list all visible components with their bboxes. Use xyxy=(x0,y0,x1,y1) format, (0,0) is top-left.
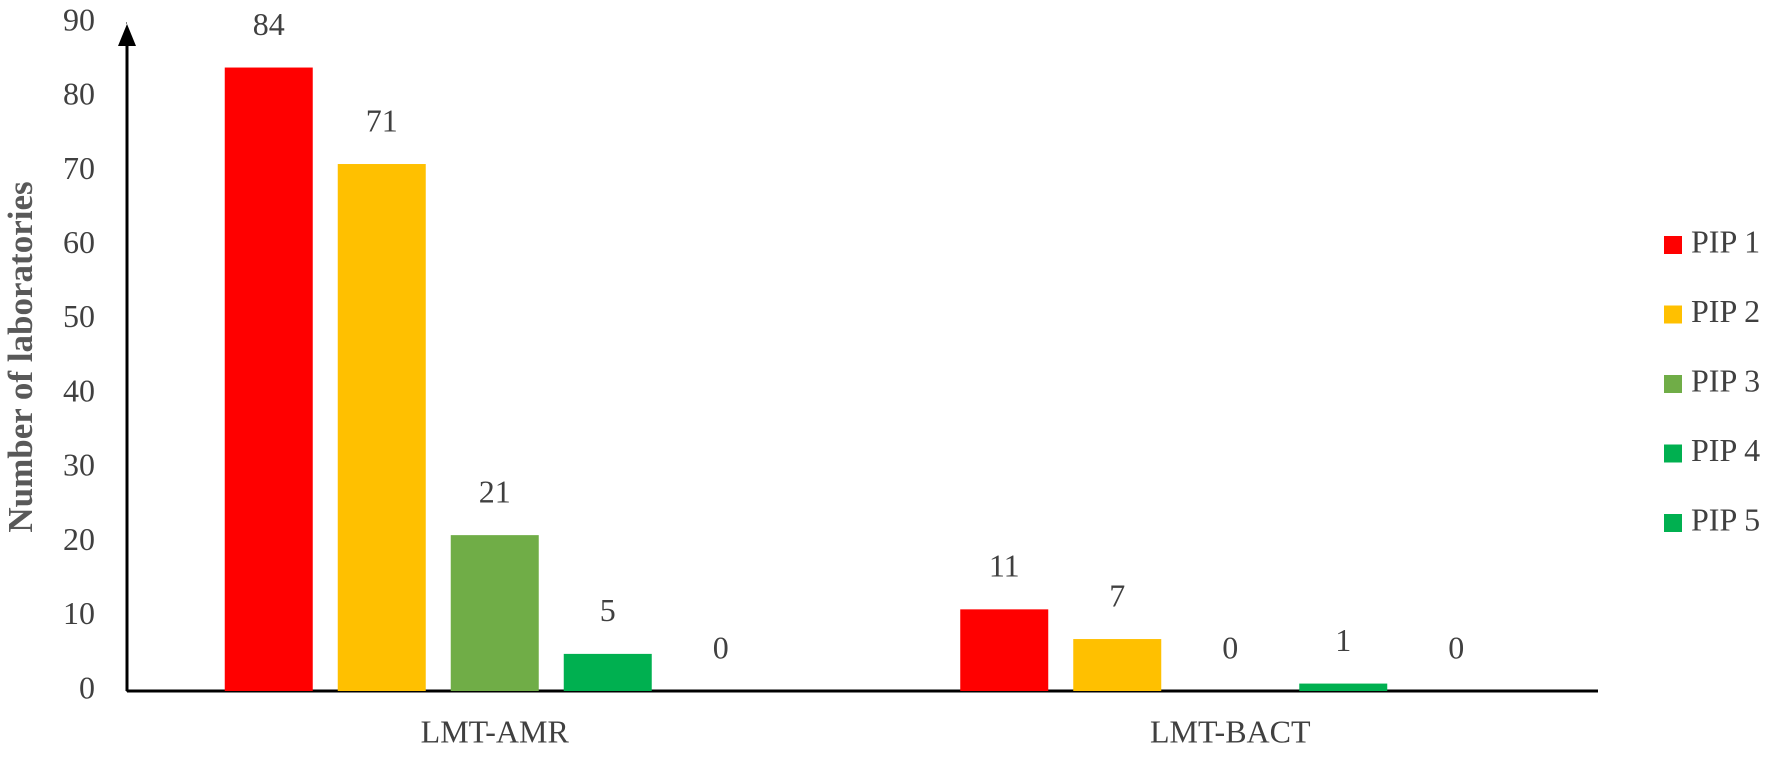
legend-label: PIP 1 xyxy=(1691,223,1760,259)
legend-label: PIP 3 xyxy=(1691,362,1760,398)
legend-swatch xyxy=(1664,444,1682,463)
bar xyxy=(1073,639,1162,691)
data-label: 1 xyxy=(1335,622,1351,658)
legend-label: PIP 2 xyxy=(1691,293,1760,329)
data-label: 71 xyxy=(366,102,398,138)
bar xyxy=(224,67,313,692)
y-tick-label: 30 xyxy=(63,447,95,483)
bar xyxy=(960,609,1049,691)
legend-label: PIP 4 xyxy=(1691,432,1760,468)
y-tick-label: 20 xyxy=(63,521,95,557)
legend-swatch xyxy=(1664,236,1682,254)
bar xyxy=(1299,683,1388,691)
data-label: 11 xyxy=(989,548,1020,584)
legend-label: PIP 5 xyxy=(1691,501,1760,537)
y-axis-arrow xyxy=(118,24,136,46)
y-tick-label: 80 xyxy=(63,76,95,112)
y-tick-label: 90 xyxy=(63,1,95,37)
data-label: 7 xyxy=(1109,577,1125,613)
x-tick-label: LMT-AMR xyxy=(421,713,570,749)
legend-swatch xyxy=(1664,514,1682,532)
data-label: 5 xyxy=(600,592,616,628)
data-label: 21 xyxy=(479,473,511,509)
y-tick-label: 50 xyxy=(63,298,95,334)
legend-swatch xyxy=(1664,375,1682,393)
data-label: 84 xyxy=(253,6,285,42)
data-label: 0 xyxy=(713,629,729,665)
bar xyxy=(337,164,426,691)
y-tick-label: 60 xyxy=(63,224,95,260)
bar xyxy=(563,653,652,691)
y-tick-label: 70 xyxy=(63,150,95,186)
bar xyxy=(450,535,539,691)
data-label: 0 xyxy=(1222,629,1238,665)
x-tick-label: LMT-BACT xyxy=(1150,713,1311,749)
y-axis-title: Number of laboratories xyxy=(1,181,40,532)
y-tick-label: 10 xyxy=(63,595,95,631)
data-label: 0 xyxy=(1448,629,1464,665)
y-tick-label: 0 xyxy=(79,669,95,705)
legend-swatch xyxy=(1664,305,1682,324)
y-tick-label: 40 xyxy=(63,372,95,408)
